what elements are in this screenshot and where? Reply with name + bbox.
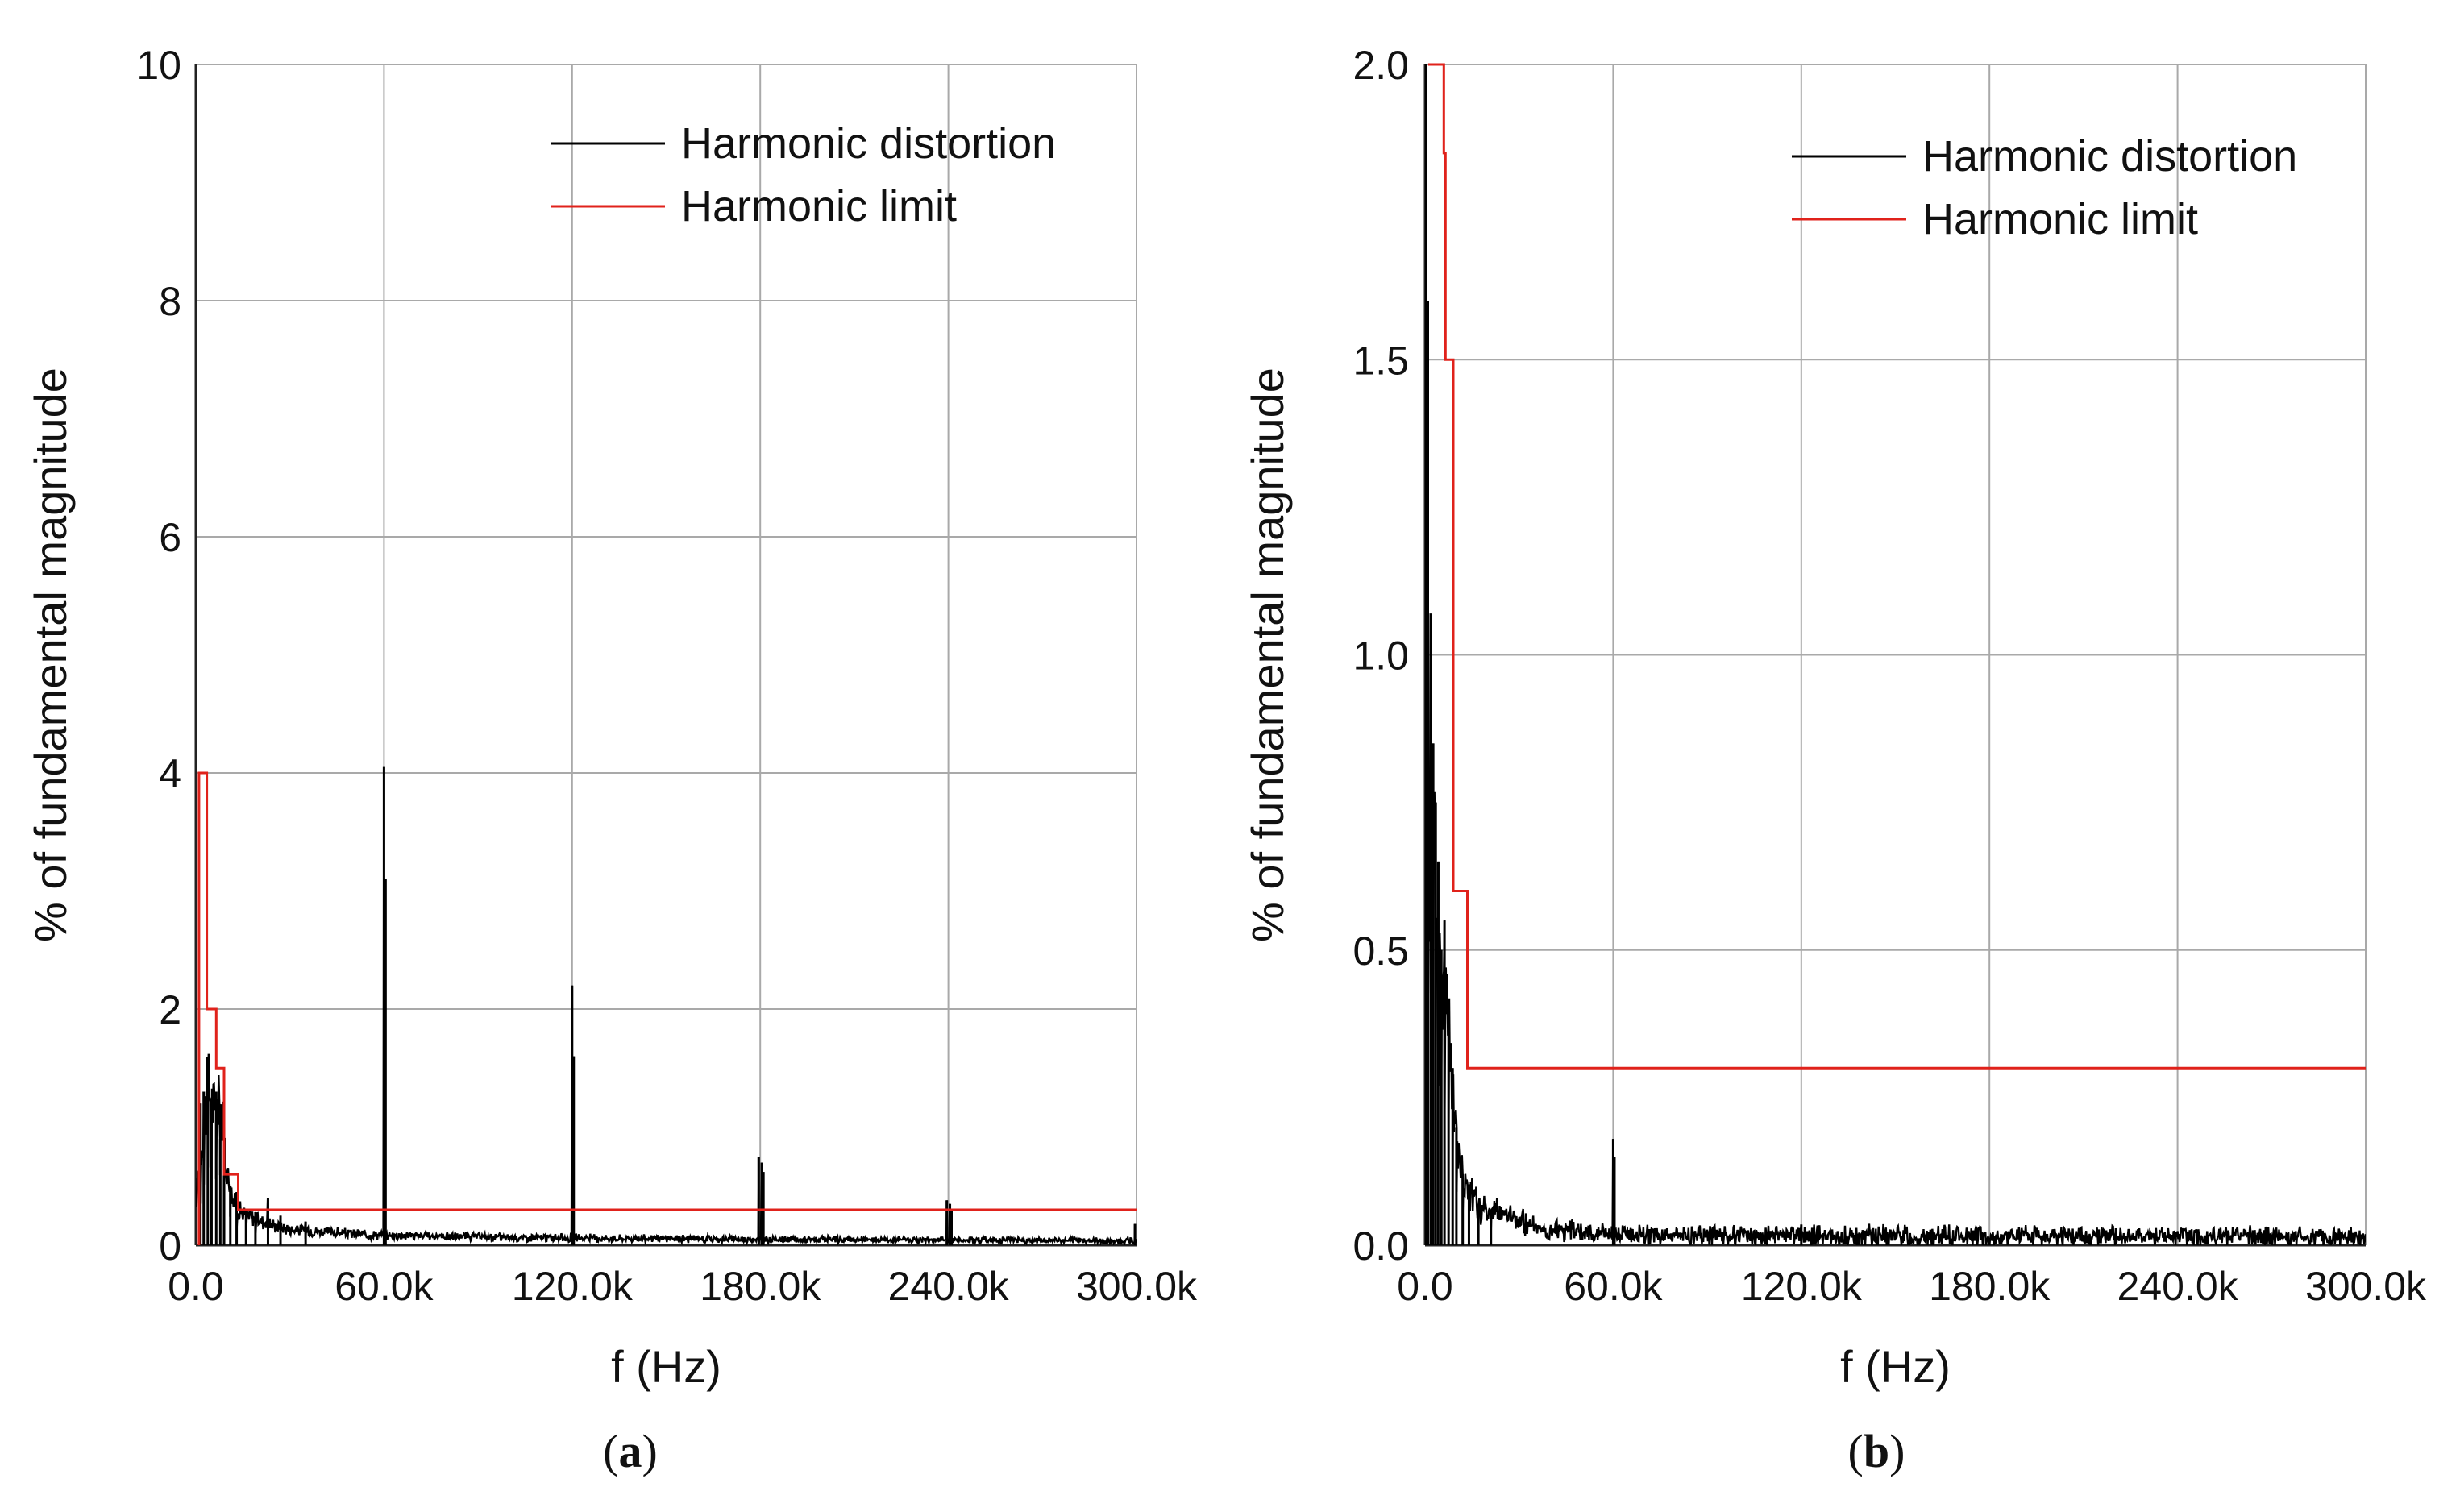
chart-panel-b: 0.0 60.0k 120.0k 180.0k 240.0k 300.0k 0.0 0.5 1.…: [1242, 43, 2427, 1477]
y-tick-label: 0: [159, 1223, 181, 1269]
x-axis-label: f (Hz): [1840, 1341, 1951, 1392]
y-tick-label: 8: [159, 279, 181, 324]
x-tick-label: 240.0k: [888, 1264, 1010, 1309]
y-tick-label: 10: [136, 43, 181, 88]
panel-label: (b): [1848, 1425, 1905, 1477]
x-tick-label: 0.0: [1397, 1264, 1453, 1309]
y-tick-label: 1.0: [1353, 633, 1409, 679]
x-tick-label: 180.0k: [1929, 1264, 2051, 1309]
y-tick-label: 0.5: [1353, 928, 1409, 974]
x-tick-label: 300.0k: [2305, 1264, 2427, 1309]
legend-label: Harmonic distortion: [1922, 132, 2297, 181]
panel-label: (a): [603, 1425, 658, 1477]
y-tick-label: 0.0: [1353, 1223, 1409, 1269]
chart-panel-a: 0.0 60.0k 120.0k 180.0k 240.0k 300.0k 0 2 4 6 8 10 f…: [25, 43, 1198, 1477]
legend-label: Harmonic limit: [1922, 195, 2198, 243]
x-tick-label: 240.0k: [2117, 1264, 2239, 1309]
x-tick-label: 300.0k: [1076, 1264, 1198, 1309]
series-line-harmonic-distortion: [1425, 64, 2366, 1245]
x-tick-label: 180.0k: [700, 1264, 821, 1309]
x-tick-label: 120.0k: [1741, 1264, 1863, 1309]
y-tick-label: 2.0: [1353, 43, 1409, 88]
x-tick-label: 0.0: [168, 1264, 224, 1309]
y-axis-label: % of fundamental magnitude: [25, 368, 76, 942]
legend: Harmonic distortion Harmonic limit: [551, 119, 1056, 231]
series-line-harmonic-distortion: [196, 766, 1137, 1245]
series-line-harmonic-limit: [197, 771, 1137, 1245]
x-tick-label: 120.0k: [512, 1264, 634, 1309]
x-tick-label: 60.0k: [335, 1264, 434, 1309]
x-axis-label: f (Hz): [611, 1341, 721, 1392]
y-tick-label: 4: [159, 751, 181, 796]
y-tick-label: 2: [159, 987, 181, 1032]
legend-label: Harmonic distortion: [681, 119, 1056, 168]
y-axis-label: % of fundamental magnitude: [1242, 368, 1293, 942]
legend-label: Harmonic limit: [681, 182, 957, 231]
x-tick-label: 60.0k: [1564, 1264, 1663, 1309]
legend: Harmonic distortion Harmonic limit: [1792, 132, 2297, 243]
y-tick-label: 1.5: [1353, 338, 1409, 383]
y-tick-label: 6: [159, 515, 181, 560]
series-line-harmonic-limit: [1427, 63, 2366, 1070]
